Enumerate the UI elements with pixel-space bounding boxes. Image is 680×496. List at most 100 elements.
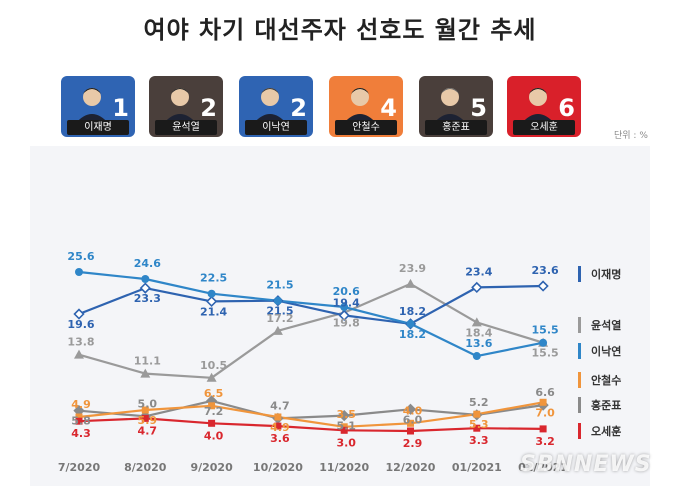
data-label: 19.4: [333, 296, 360, 309]
data-label: 4.9: [270, 421, 290, 434]
data-point: [406, 319, 415, 328]
data-label: 5.1: [336, 420, 356, 433]
data-point: [473, 410, 481, 418]
data-label: 5.3: [469, 418, 489, 431]
candidate-card-3: 2 이낙연: [239, 76, 313, 137]
legend-label: 윤석열: [591, 318, 621, 332]
data-point: [405, 278, 416, 288]
candidate-name: 윤석열: [155, 120, 217, 135]
data-label: 22.5: [200, 272, 227, 285]
data-point: [273, 296, 282, 305]
data-label: 25.6: [67, 250, 94, 263]
x-tick-label: 11/2020: [319, 461, 369, 474]
data-point: [208, 402, 216, 410]
candidate-name: 안철수: [335, 120, 397, 135]
data-point: [75, 413, 83, 421]
x-tick-label: 7/2020: [58, 461, 101, 474]
data-label: 5.9: [138, 414, 158, 427]
data-label: 7.2: [204, 405, 224, 418]
data-label: 15.5: [532, 324, 559, 337]
data-label: 3.3: [469, 434, 489, 447]
data-label: 15.5: [532, 347, 559, 360]
data-label: 18.4: [465, 326, 492, 339]
x-tick-label: 9/2020: [190, 461, 233, 474]
data-point: [338, 409, 350, 422]
candidate-card-1: 1 이재명: [61, 76, 135, 137]
data-point: [75, 417, 83, 425]
series-line: [78, 399, 544, 420]
data-point: [208, 419, 216, 427]
data-point: [75, 268, 83, 276]
data-point: [407, 427, 414, 435]
chart-title: 여야 차기 대선주자 선호도 월간 추세: [143, 16, 537, 44]
data-label: 18.2: [399, 328, 426, 341]
legend-swatch: [578, 317, 581, 333]
data-label: 23.4: [465, 265, 492, 278]
data-point: [274, 422, 282, 430]
candidate-card-4: 4 안철수: [329, 76, 403, 137]
data-point: [74, 349, 84, 359]
candidate-card-6: 6 오세훈: [507, 76, 581, 137]
legend-label: 안철수: [591, 373, 621, 387]
x-tick-label: 8/2020: [124, 461, 167, 474]
data-label: 5.0: [138, 397, 158, 410]
data-label: 5.8: [71, 415, 91, 428]
data-point: [340, 423, 348, 431]
candidate-cards: 1 이재명 2 윤석열 2 이낙연 4 안철수 5 홍준표 6 오세훈: [0, 76, 680, 138]
data-label: 11.1: [134, 355, 161, 368]
data-point: [141, 414, 149, 422]
data-point: [140, 368, 151, 378]
legend-swatch: [578, 397, 581, 413]
data-point: [472, 352, 481, 361]
candidate-name: 오세훈: [513, 120, 575, 135]
series-line: [78, 401, 544, 428]
data-label: 10.5: [200, 359, 227, 372]
rank-number: 2: [200, 94, 217, 122]
portrait-icon: [521, 88, 555, 124]
data-label: 23.3: [134, 292, 161, 305]
series-line: [78, 284, 544, 325]
unit-label: 단위 : %: [614, 131, 648, 141]
data-point: [471, 317, 482, 327]
data-point: [471, 281, 483, 294]
data-label: 23.6: [532, 264, 559, 277]
rank-number: 1: [112, 94, 129, 122]
data-label: 4.0: [403, 404, 423, 417]
series-line: [78, 270, 544, 358]
data-point: [206, 372, 217, 382]
data-point: [340, 303, 349, 312]
data-label: 7.0: [535, 406, 555, 419]
legend-label: 이낙연: [591, 344, 621, 358]
rank-number: 2: [290, 94, 307, 122]
legend-label: 홍준표: [591, 398, 621, 412]
data-label: 24.6: [134, 257, 161, 270]
data-label: 6.6: [535, 386, 555, 399]
data-point: [537, 280, 549, 292]
data-label: 23.9: [399, 262, 426, 275]
candidate-name: 이재명: [67, 120, 129, 135]
legend-swatch: [578, 372, 581, 388]
legend-swatch: [578, 423, 581, 439]
data-label: 3.6: [270, 432, 290, 445]
data-point: [539, 338, 548, 347]
legend-swatch: [578, 343, 581, 359]
legend-label: 오세훈: [591, 424, 621, 438]
data-point: [205, 295, 218, 308]
data-point: [73, 308, 85, 320]
candidate-card-5: 5 홍준표: [419, 76, 493, 137]
data-point: [338, 309, 350, 322]
data-label: 3.5: [336, 408, 356, 421]
data-label: 21.5: [266, 279, 293, 292]
data-label: 21.4: [200, 305, 227, 318]
data-point: [141, 406, 149, 414]
data-point: [207, 289, 216, 298]
data-label: 4.3: [71, 427, 91, 440]
data-point: [141, 275, 150, 284]
x-tick-label: 12/2020: [386, 461, 436, 474]
watermark-logo: SBNNEWS: [520, 452, 652, 477]
data-label: 21.5: [266, 305, 293, 318]
data-label: 17.2: [266, 312, 293, 325]
data-label: 4.7: [138, 424, 158, 437]
data-label: 19.8: [333, 317, 360, 330]
